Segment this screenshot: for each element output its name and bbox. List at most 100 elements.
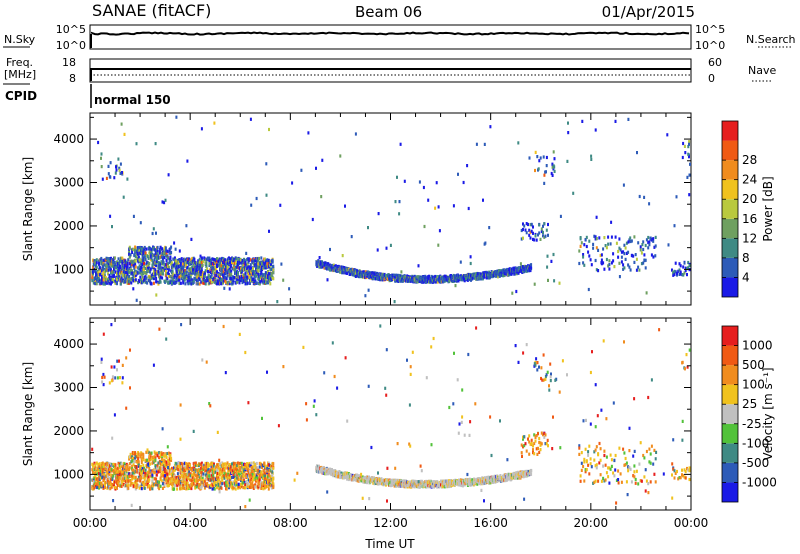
range-gate-cell	[134, 251, 137, 255]
range-gate-cell	[217, 482, 220, 486]
range-gate-cell	[103, 278, 106, 282]
range-gate-cell	[166, 266, 169, 270]
range-gate-cell	[155, 480, 158, 484]
range-gate-cell	[175, 115, 178, 119]
range-gate-cell	[119, 464, 122, 469]
range-gate-cell	[149, 279, 152, 283]
range-gate-cell	[164, 469, 167, 473]
range-gate-cell	[144, 251, 147, 255]
range-gate-cell	[198, 260, 201, 264]
range-gate-cell	[196, 273, 199, 277]
range-gate-cell	[152, 269, 155, 273]
range-gate-cell	[233, 268, 236, 272]
range-gate-cell	[622, 263, 625, 267]
range-gate-cell	[103, 476, 106, 480]
range-gate-cell	[166, 254, 169, 258]
range-gate-cell	[542, 230, 544, 234]
range-gate-cell	[104, 466, 107, 471]
range-gate-cell	[256, 264, 259, 268]
range-gate-cell	[106, 257, 109, 261]
range-gate-cell	[131, 269, 134, 273]
range-gate-cell	[122, 470, 125, 474]
range-gate-cell	[339, 154, 342, 158]
range-gate-cell	[344, 266, 347, 270]
range-gate-cell	[122, 273, 125, 278]
range-gate-cell	[125, 484, 128, 488]
range-gate-cell	[213, 121, 216, 125]
range-gate-cell	[475, 142, 478, 146]
range-gate-cell	[156, 463, 159, 467]
range-gate-cell	[185, 270, 188, 274]
range-gate-cell	[155, 477, 158, 481]
range-gate-cell	[226, 466, 229, 470]
range-gate-cell	[132, 468, 135, 472]
range-gate-cell	[126, 464, 129, 468]
range-gate-cell	[279, 203, 282, 207]
range-gate-cell	[209, 261, 212, 266]
range-gate-cell	[188, 470, 191, 474]
range-gate-cell	[184, 268, 187, 273]
range-gate-cell	[214, 480, 217, 484]
cpid-value: normal 150	[94, 93, 171, 107]
range-gate-cell	[442, 280, 445, 284]
range-gate-cell	[101, 274, 103, 278]
range-gate-cell	[166, 277, 169, 281]
range-gate-cell	[604, 244, 607, 248]
range-gate-cell	[209, 278, 212, 282]
range-gate-cell	[167, 272, 170, 277]
plot-title: SANAE (fitACF)	[92, 1, 211, 20]
range-gate-cell	[146, 470, 149, 474]
range-gate-cell	[107, 466, 109, 470]
range-gate-cell	[105, 469, 108, 473]
range-gate-cell	[137, 248, 140, 252]
range-gate-cell	[165, 272, 168, 276]
range-gate-cell	[154, 458, 157, 462]
range-gate-cell	[197, 482, 200, 487]
range-gate-cell	[232, 261, 235, 265]
range-gate-cell	[186, 487, 189, 491]
range-gate-cell	[200, 269, 203, 273]
range-gate-cell	[217, 476, 220, 480]
range-gate-cell	[117, 157, 120, 161]
range-gate-cell	[140, 472, 143, 476]
range-gate-cell	[152, 227, 155, 231]
range-gate-cell	[213, 464, 215, 468]
range-gate-cell	[188, 276, 191, 280]
range-gate-cell	[137, 452, 140, 456]
range-gate-cell	[246, 275, 248, 279]
range-gate-cell	[618, 246, 621, 250]
range-gate-cell	[206, 270, 209, 274]
range-gate-cell	[200, 470, 203, 474]
range-gate-cell	[625, 251, 628, 255]
range-gate-cell	[566, 159, 569, 163]
range-gate-cell	[197, 259, 200, 263]
range-gate-cell	[131, 263, 134, 267]
range-gate-cell	[169, 255, 172, 259]
range-gate-cell	[200, 477, 203, 482]
range-gate-cell	[194, 473, 197, 477]
range-gate-cell	[620, 260, 623, 264]
range-gate-cell	[249, 279, 252, 283]
range-gate-cell	[551, 162, 554, 166]
range-gate-cell	[484, 270, 487, 275]
range-gate-cell	[185, 264, 188, 268]
range-gate-cell	[227, 481, 230, 485]
range-gate-cell	[169, 479, 172, 483]
range-gate-cell	[189, 267, 192, 271]
range-gate-cell	[208, 256, 211, 260]
range-gate-cell	[195, 485, 198, 489]
range-gate-cell	[678, 262, 681, 266]
range-gate-cell	[116, 470, 118, 474]
range-gate-cell	[592, 242, 595, 246]
range-gate-cell	[550, 259, 553, 263]
range-gate-cell	[116, 262, 119, 266]
range-gate-cell	[644, 266, 647, 270]
range-gate-cell	[172, 479, 175, 483]
range-gate-cell	[210, 478, 213, 482]
range-gate-cell	[622, 267, 625, 271]
range-gate-cell	[161, 247, 164, 251]
range-gate-cell	[161, 266, 164, 270]
range-gate-cell	[154, 142, 157, 146]
range-gate-cell	[600, 258, 603, 262]
